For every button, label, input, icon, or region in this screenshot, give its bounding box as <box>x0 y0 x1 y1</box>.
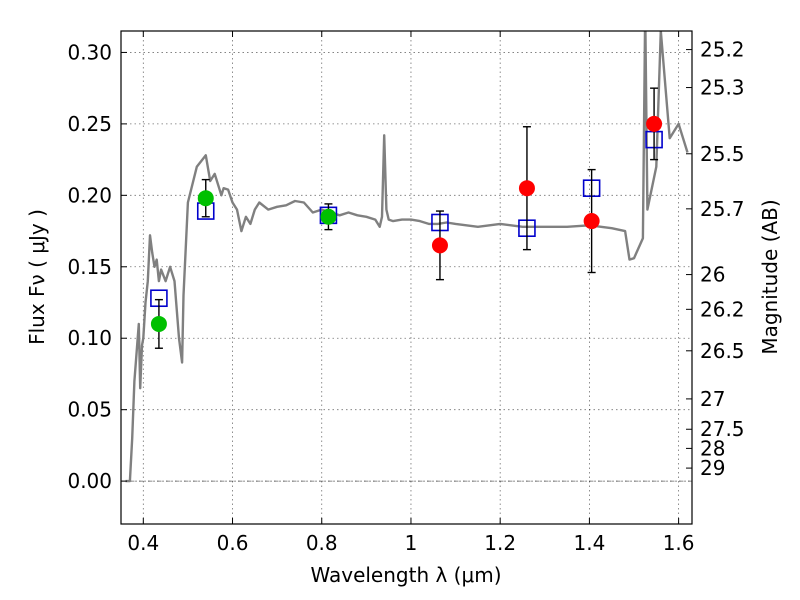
right-tick-label: 28 <box>700 436 725 460</box>
red-observed-point <box>646 115 663 132</box>
tick-layer <box>121 31 692 524</box>
x-tick-label: 1.4 <box>573 531 605 555</box>
y-tick-label: 0.10 <box>67 326 112 350</box>
y-tick-label: 0.25 <box>67 112 112 136</box>
right-tick-label: 25.7 <box>700 197 745 221</box>
y-tick-label: 0.20 <box>67 183 112 207</box>
grid-layer <box>121 31 692 524</box>
right-tick-label: 26.2 <box>700 297 745 321</box>
x-tick-label: 1.2 <box>484 531 516 555</box>
red-observed-point <box>518 180 535 197</box>
x-tick-label: 1.6 <box>663 531 695 555</box>
x-tick-label: 0.8 <box>306 531 338 555</box>
x-tick-label: 0.6 <box>217 531 249 555</box>
x-tick-label: 0.4 <box>127 531 159 555</box>
right-tick-label: 25.3 <box>700 76 745 100</box>
y-tick-label: 0.30 <box>67 40 112 64</box>
plot-layer <box>125 31 689 483</box>
red-observed-point <box>431 237 448 254</box>
right-tick-label: 25.2 <box>700 38 745 62</box>
right-tick-label: 29 <box>700 456 725 480</box>
green-observed-point <box>320 208 337 225</box>
right-tick-label: 26.5 <box>700 339 745 363</box>
right-tick-label: 27.5 <box>700 417 745 441</box>
green-observed-point <box>150 315 167 332</box>
template-spectrum-line <box>125 31 689 483</box>
right-tick-label: 27 <box>700 387 725 411</box>
y-axis-label: Flux Fν ( μJy ) <box>25 209 49 345</box>
right-axis-label: Magnitude (AB) <box>758 199 782 354</box>
x-tick-label: 1 <box>405 531 418 555</box>
y-tick-label: 0.00 <box>67 469 112 493</box>
red-observed-point <box>583 213 600 230</box>
y-tick-label: 0.05 <box>67 398 112 422</box>
y-tick-label: 0.15 <box>67 255 112 279</box>
right-tick-label: 25.5 <box>700 142 745 166</box>
tick-label-layer: 0.4 0.6 0.8 1 1.2 1.4 1.6 0.00 0.05 0.10 0.15 0.20 0… <box>67 38 744 555</box>
right-tick-label: 26 <box>700 263 725 287</box>
green-observed-point <box>197 190 214 207</box>
x-axis-label: Wavelength λ (μm) <box>310 563 501 587</box>
plot-frame <box>120 30 693 525</box>
